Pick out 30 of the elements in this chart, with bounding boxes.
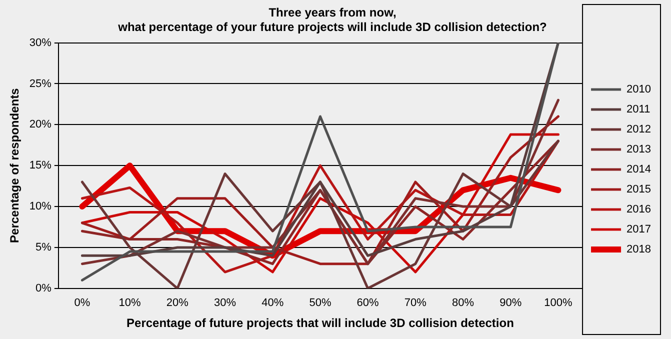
y-tick-label: 10% [29,200,52,213]
legend-label: 2012 [626,124,652,136]
y-tick-label: 0% [36,282,52,294]
legend-label: 2017 [626,224,652,236]
x-tick-label: 40% [262,297,284,310]
y-axis-title: Percentage of respondents [8,88,22,243]
x-tick-label: 20% [166,297,189,310]
x-tick-label: 90% [500,297,522,310]
legend-label: 2011 [626,104,650,116]
x-tick-label: 80% [452,297,474,310]
y-tick-label: 5% [36,242,52,254]
x-tick-label: 60% [356,297,380,310]
legend-label: 2016 [626,204,652,216]
y-tick-label: 20% [29,118,52,131]
legend-label: 2014 [626,164,652,176]
x-tick-label: 100% [544,297,573,310]
x-tick-label: 10% [118,297,142,310]
legend-label: 2013 [626,144,652,156]
legend-label: 2015 [626,184,652,196]
x-tick-label: 0% [74,297,90,310]
y-tick-label: 25% [29,78,52,90]
x-axis-title: Percentage of future projects that will include 3D collision detection [126,316,514,330]
legend-label: 2018 [626,244,652,256]
x-tick-label: 30% [214,297,236,310]
legend-label: 2010 [626,84,652,96]
x-tick-label: 50% [309,297,332,310]
y-tick-label: 30% [29,36,52,49]
chart-title: Three years from now, what percentage of your future projects will include 3D collision detection? [117,6,547,34]
x-tick-label: 70% [404,297,427,310]
y-tick-label: 15% [29,160,52,172]
